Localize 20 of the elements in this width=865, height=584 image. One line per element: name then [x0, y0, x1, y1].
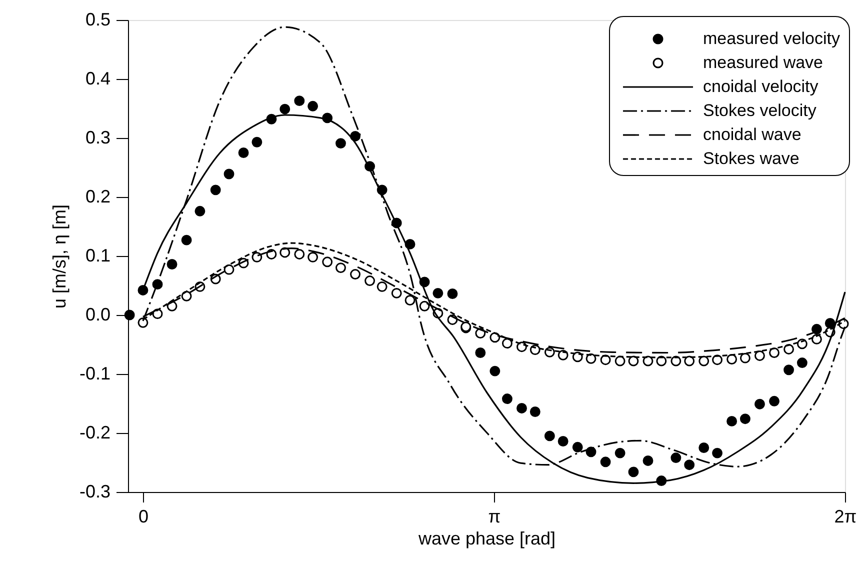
y-tick-label: 0.2 — [85, 186, 110, 206]
x-axis-title: wave phase [rad] — [417, 528, 556, 548]
y-tick-label: 0.5 — [85, 10, 110, 30]
y-axis-title: u [m/s], η [m] — [49, 204, 70, 309]
legend-label: measured wave — [703, 53, 824, 72]
y-tick-label: 0.0 — [85, 304, 110, 324]
y-tick-label: 0.4 — [85, 68, 110, 88]
x-tick-label: π — [488, 506, 501, 526]
legend-label: cnoidal wave — [703, 125, 802, 144]
x-tick-label: 2π — [834, 506, 857, 526]
y-tick-label: -0.1 — [79, 364, 110, 384]
legend-label: measured velocity — [703, 29, 841, 48]
y-tick-label: -0.3 — [79, 482, 110, 502]
y-tick-label: -0.2 — [79, 422, 110, 442]
x-tick-label: 0 — [138, 506, 148, 526]
y-tick-label: 0.1 — [85, 246, 110, 266]
legend-label: Stokes wave — [703, 149, 800, 168]
y-tick-label: 0.3 — [85, 128, 110, 148]
legend-label: cnoidal velocity — [703, 77, 819, 96]
legend-label: Stokes velocity — [703, 101, 817, 120]
